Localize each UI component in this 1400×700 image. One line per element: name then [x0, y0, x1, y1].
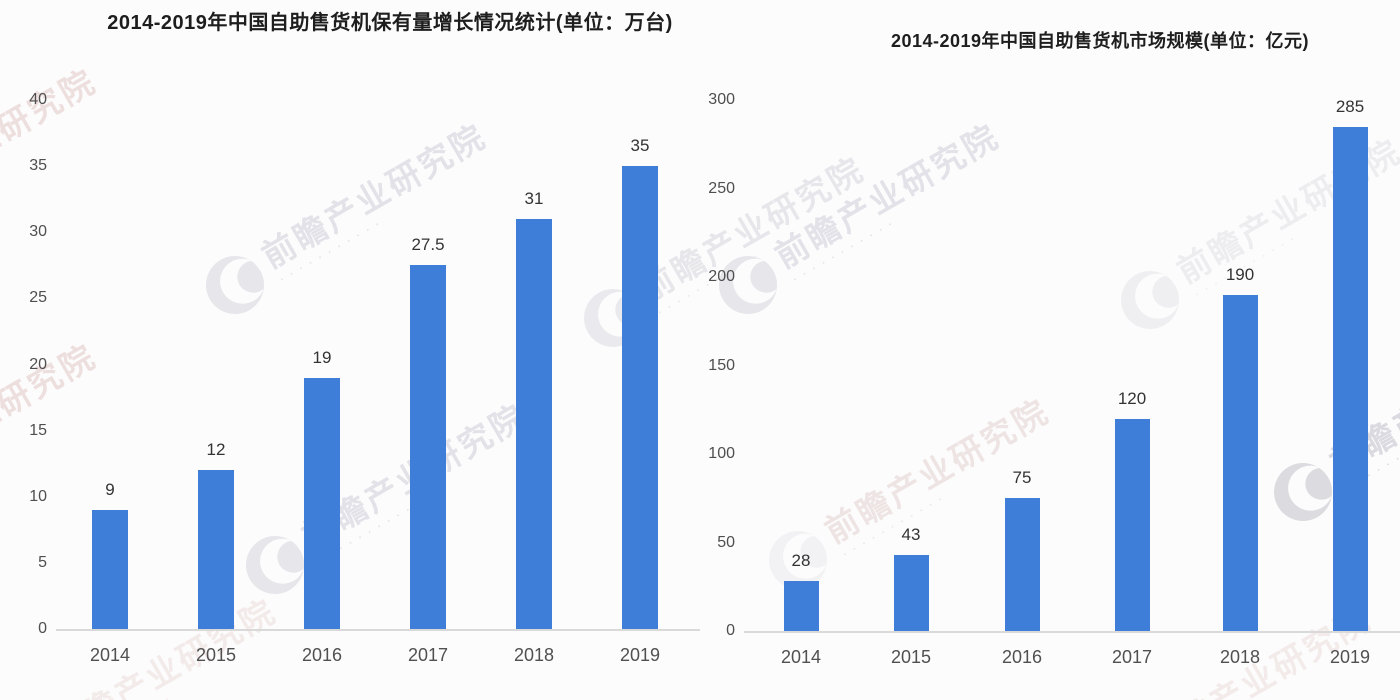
x-category-label: 2019: [1329, 647, 1371, 667]
qianzhan-watermark: 前瞻产业研究院・・・・・・・・・・・: [708, 114, 1014, 325]
value-label: 75: [1012, 468, 1032, 488]
bar: [622, 166, 658, 629]
value-label: 190: [1225, 264, 1255, 284]
y-tick-label: 25: [29, 289, 47, 307]
bar: [516, 219, 552, 629]
x-category-label: 2018: [1219, 647, 1261, 667]
x-category-label: 2018: [513, 645, 555, 665]
chart-title-ownership: 2014-2019年中国自助售货机保有量增长情况统计(单位：万台): [107, 12, 673, 34]
y-tick-label: 30: [29, 223, 47, 241]
y-tick-label: 10: [29, 487, 47, 505]
x-category-label: 2014: [89, 645, 131, 665]
logo-crescent-shape: [231, 254, 275, 299]
logo-crescent-shape: [744, 254, 788, 299]
y-tick-label: 35: [29, 157, 47, 175]
y-tick-label: 300: [708, 91, 735, 108]
value-label: 19: [312, 347, 332, 367]
bar: [198, 470, 234, 629]
value-label: 9: [105, 479, 115, 499]
x-category-label: 2015: [195, 645, 237, 665]
y-tick-label: 250: [708, 179, 735, 197]
watermark-body: 前瞻产业研究院・・・・・・・・・・・: [256, 117, 499, 287]
y-tick-label: 40: [29, 91, 47, 108]
qianzhan-watermark: 前瞻产业研究院・・・・・・・・・・・: [195, 114, 501, 325]
qianzhan-logo-icon: [1263, 452, 1343, 532]
y-tick-label: 5: [38, 553, 47, 571]
qianzhan-logo-icon: [195, 245, 275, 325]
y-tick-label: 20: [29, 355, 47, 373]
watermark-subtext: ・・・・・・・・・・・: [275, 216, 386, 286]
bar: [1222, 294, 1258, 631]
y-tick-label: 0: [38, 620, 47, 637]
x-category-label: 2014: [780, 647, 822, 667]
value-label: 43: [901, 524, 921, 544]
bar: [304, 377, 340, 629]
y-tick-label: 0: [726, 622, 735, 639]
x-category-label: 2017: [1111, 647, 1153, 667]
watermark-body: 前瞻产业研究院・・・・・・・・・・・: [634, 150, 877, 320]
bar: [1004, 498, 1040, 631]
bar: [92, 509, 128, 629]
x-category-label: 2017: [407, 645, 449, 665]
y-tick-label: 50: [717, 533, 735, 551]
bar: [1114, 418, 1150, 631]
watermark-subtext: ・・・・・・・・・・・: [653, 249, 764, 319]
watermark-body: 前瞻产业研究院・・・・・・・・・・・: [0, 62, 109, 232]
logo-crescent-shape: [1146, 269, 1190, 314]
watermark-text: 前瞻产业研究院: [768, 117, 1006, 276]
bar: [893, 554, 929, 631]
bar: [410, 265, 446, 629]
x-axis-line: [56, 629, 700, 631]
qianzhan-logo-icon: [1110, 260, 1190, 340]
y-tick-label: 150: [708, 356, 735, 374]
value-label: 31: [524, 189, 544, 209]
bar: [783, 581, 819, 631]
x-category-label: 2019: [619, 645, 661, 665]
value-label: 12: [206, 440, 226, 460]
y-tick-label: 200: [708, 268, 735, 285]
qianzhan-logo-icon: [235, 525, 315, 605]
bar: [1332, 126, 1368, 631]
value-label: 27.5: [411, 235, 445, 255]
x-axis-line: [744, 631, 1400, 633]
watermark-body: 前瞻产业研究院・・・・・・・・・・・: [768, 117, 1012, 287]
watermark-text: 前瞻产业研究院: [0, 62, 103, 221]
value-label: 28: [791, 551, 811, 571]
x-category-label: 2016: [1001, 647, 1043, 667]
value-label: 120: [1117, 388, 1147, 408]
logo-crescent-shape: [1126, 265, 1189, 327]
y-tick-label: 100: [708, 445, 735, 462]
x-category-label: 2015: [890, 647, 932, 667]
qianzhan-watermark: 前瞻产业研究院・・・・・・・・・・・: [235, 394, 541, 605]
value-label: 285: [1335, 96, 1365, 116]
value-label: 35: [630, 136, 650, 156]
logo-crescent-shape: [211, 250, 274, 312]
chart-title-market-size: 2014-2019年中国自助售货机市场规模(单位：亿元): [890, 31, 1310, 51]
x-category-label: 2016: [301, 645, 343, 665]
y-tick-label: 15: [29, 421, 47, 439]
watermark-subtext: ・・・・・・・・・・・: [788, 216, 899, 286]
